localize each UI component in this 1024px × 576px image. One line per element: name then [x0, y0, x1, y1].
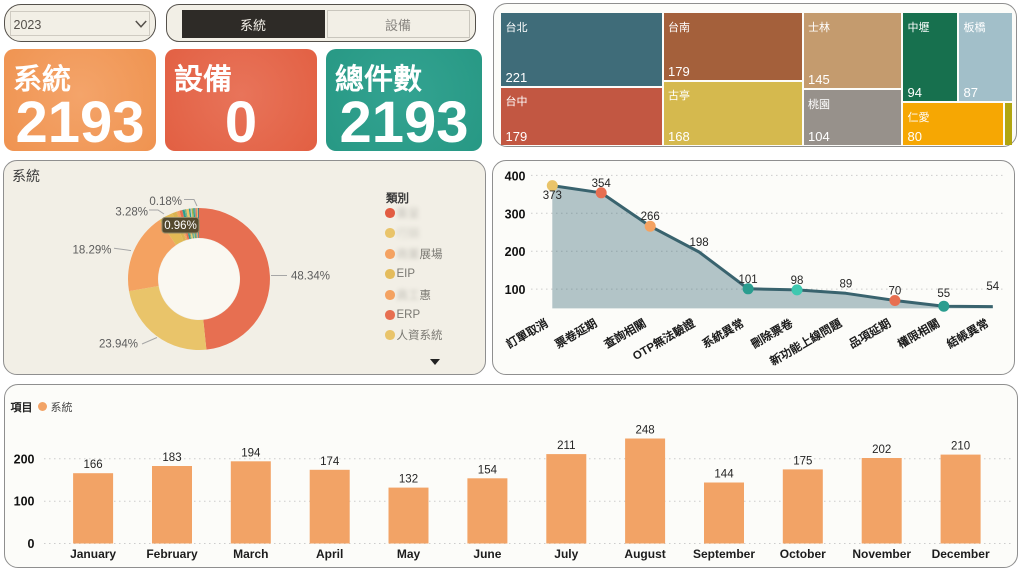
svg-text:200: 200 — [505, 245, 526, 259]
svg-text:November: November — [852, 547, 911, 561]
svg-text:品項延期: 品項延期 — [846, 316, 893, 351]
svg-text:May: May — [396, 547, 420, 561]
svg-text:April: April — [316, 547, 343, 561]
svg-text:89: 89 — [840, 278, 853, 290]
svg-text:August: August — [624, 547, 665, 561]
svg-text:September: September — [692, 547, 754, 561]
svg-text:198: 198 — [690, 237, 709, 249]
svg-text:373: 373 — [543, 190, 562, 202]
svg-text:175: 175 — [793, 455, 812, 467]
svg-text:400: 400 — [505, 169, 526, 183]
svg-text:132: 132 — [398, 473, 417, 485]
svg-text:174: 174 — [320, 455, 340, 467]
svg-text:權限相關: 權限相關 — [895, 316, 942, 351]
svg-text:55: 55 — [937, 288, 950, 300]
svg-text:166: 166 — [83, 459, 102, 471]
svg-text:266: 266 — [641, 211, 660, 223]
svg-text:October: October — [779, 547, 825, 561]
svg-text:3.28%: 3.28% — [115, 207, 148, 219]
svg-text:February: February — [146, 547, 198, 561]
svg-text:0.96%: 0.96% — [164, 220, 197, 232]
svg-text:100: 100 — [13, 494, 34, 508]
svg-text:January: January — [70, 547, 116, 561]
svg-text:票卷延期: 票卷延期 — [553, 316, 600, 351]
svg-text:210: 210 — [951, 440, 970, 452]
svg-text:結帳異常: 結帳異常 — [944, 316, 991, 351]
svg-text:December: December — [931, 547, 989, 561]
svg-text:0.18%: 0.18% — [149, 196, 182, 208]
svg-text:248: 248 — [635, 424, 654, 436]
svg-text:18.29%: 18.29% — [72, 245, 111, 257]
svg-text:June: June — [473, 547, 501, 561]
svg-text:March: March — [233, 547, 268, 561]
svg-text:211: 211 — [557, 440, 575, 452]
svg-text:101: 101 — [739, 274, 758, 286]
svg-text:144: 144 — [714, 468, 734, 480]
svg-text:98: 98 — [791, 275, 804, 287]
svg-text:0: 0 — [27, 537, 34, 551]
svg-text:23.94%: 23.94% — [99, 339, 138, 351]
svg-text:54: 54 — [986, 281, 999, 293]
svg-text:48.34%: 48.34% — [291, 271, 330, 283]
svg-text:200: 200 — [13, 452, 34, 466]
svg-text:系統異常: 系統異常 — [699, 316, 746, 351]
svg-text:183: 183 — [162, 452, 181, 464]
svg-text:July: July — [554, 547, 578, 561]
svg-text:154: 154 — [477, 464, 497, 476]
svg-text:354: 354 — [592, 178, 612, 190]
svg-text:300: 300 — [505, 207, 526, 221]
svg-text:訂單取消: 訂單取消 — [504, 316, 551, 351]
svg-text:202: 202 — [872, 444, 891, 456]
svg-text:100: 100 — [505, 283, 526, 297]
svg-text:70: 70 — [889, 286, 902, 298]
svg-text:194: 194 — [241, 447, 261, 459]
